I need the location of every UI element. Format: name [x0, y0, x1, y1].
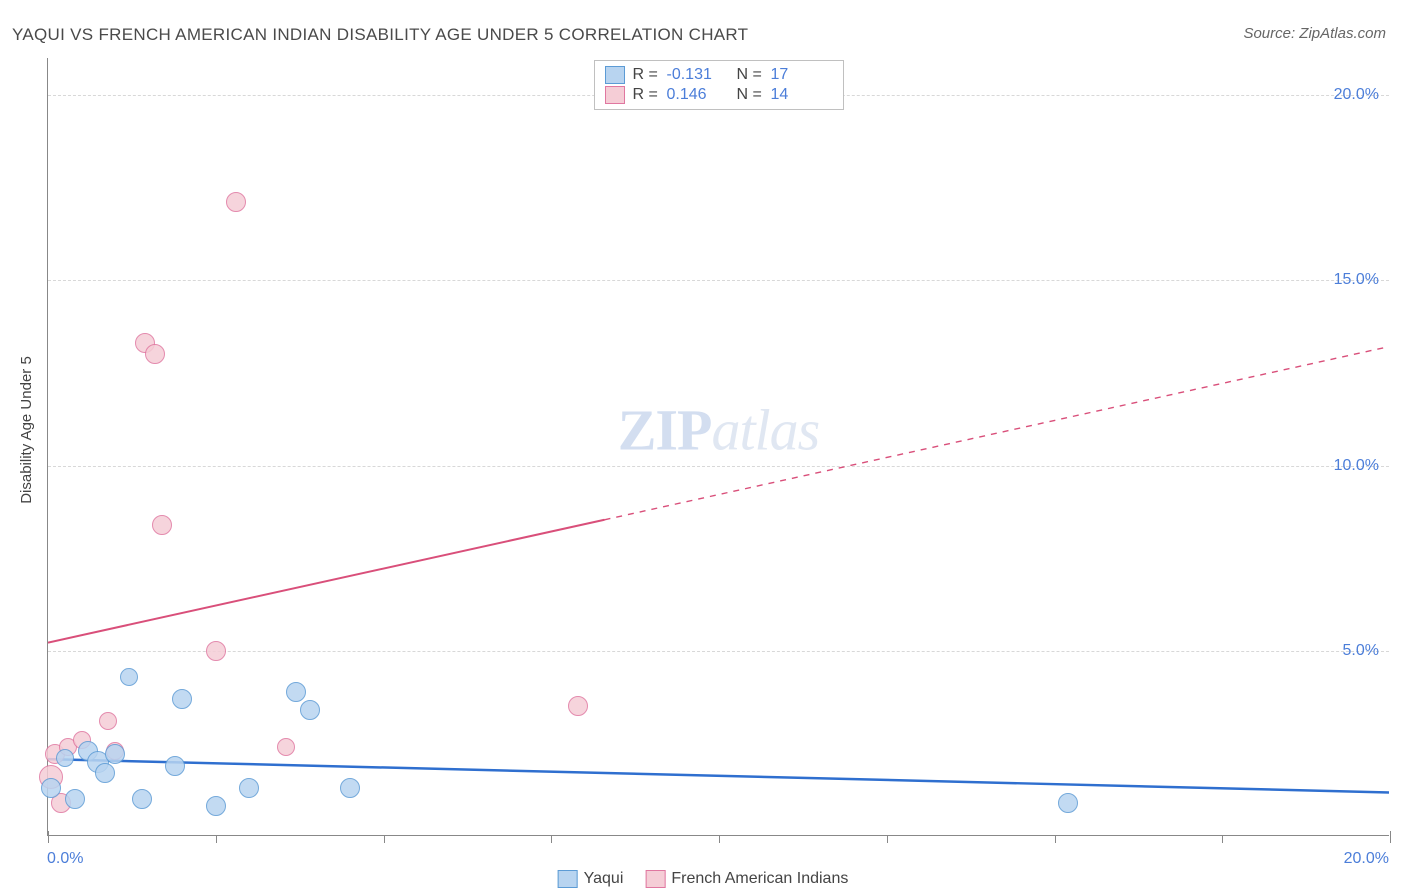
n-value-yaqui: 17 — [771, 66, 833, 84]
point-french — [99, 712, 117, 730]
x-tick-minor — [887, 836, 888, 843]
y-tick-label: 20.0% — [1334, 86, 1379, 104]
gridline — [48, 466, 1389, 467]
watermark-atlas: atlas — [711, 398, 819, 463]
watermark: ZIPatlas — [618, 397, 820, 464]
point-french — [206, 641, 226, 661]
x-tick-label: 20.0% — [1344, 850, 1389, 868]
point-yaqui — [340, 778, 360, 798]
point-yaqui — [300, 700, 320, 720]
x-tick-minor — [384, 836, 385, 843]
stat-legend: R = -0.131 N = 17 R = 0.146 N = 14 — [594, 60, 844, 110]
point-yaqui — [56, 749, 74, 767]
r-value-french: 0.146 — [667, 86, 729, 104]
n-label: N = — [737, 86, 763, 104]
legend-item-french: French American Indians — [645, 870, 848, 888]
chart-title: YAQUI VS FRENCH AMERICAN INDIAN DISABILI… — [12, 25, 748, 45]
n-value-french: 14 — [771, 86, 833, 104]
x-tick-minor — [551, 836, 552, 843]
point-yaqui — [65, 789, 85, 809]
point-yaqui — [165, 756, 185, 776]
stat-row-french: R = 0.146 N = 14 — [605, 85, 833, 105]
point-french — [226, 192, 246, 212]
plot-area: ZIPatlas 5.0% 10.0% 15.0% 20.0% R = -0.131 … — [47, 58, 1389, 836]
legend-item-yaqui: Yaqui — [558, 870, 624, 888]
legend-label-yaqui: Yaqui — [584, 870, 624, 888]
point-yaqui — [120, 668, 138, 686]
point-french — [152, 515, 172, 535]
point-french — [145, 344, 165, 364]
gridline — [48, 651, 1389, 652]
point-yaqui — [239, 778, 259, 798]
source-credit: Source: ZipAtlas.com — [1243, 25, 1386, 42]
point-french — [277, 738, 295, 756]
swatch-french — [645, 870, 665, 888]
gridline — [48, 280, 1389, 281]
watermark-zip: ZIP — [618, 398, 712, 463]
x-tick-minor — [719, 836, 720, 843]
x-tick-minor — [216, 836, 217, 843]
point-yaqui — [172, 689, 192, 709]
r-label: R = — [633, 86, 659, 104]
x-tick-major — [1390, 831, 1391, 843]
point-yaqui — [105, 744, 125, 764]
swatch-yaqui — [558, 870, 578, 888]
n-label: N = — [737, 66, 763, 84]
point-yaqui — [41, 778, 61, 798]
x-tick-major — [48, 831, 49, 843]
bottom-legend: Yaqui French American Indians — [558, 870, 849, 888]
point-yaqui — [95, 763, 115, 783]
swatch-yaqui — [605, 66, 625, 84]
y-tick-label: 15.0% — [1334, 271, 1379, 289]
y-axis-label: Disability Age Under 5 — [18, 356, 35, 504]
point-yaqui — [1058, 793, 1078, 813]
legend-label-french: French American Indians — [671, 870, 848, 888]
trend-lines — [48, 58, 1389, 835]
swatch-french — [605, 86, 625, 104]
y-tick-label: 5.0% — [1343, 642, 1379, 660]
point-french — [568, 696, 588, 716]
y-tick-label: 10.0% — [1334, 457, 1379, 475]
point-yaqui — [206, 796, 226, 816]
point-yaqui — [132, 789, 152, 809]
x-tick-label: 0.0% — [47, 850, 83, 868]
r-label: R = — [633, 66, 659, 84]
stat-row-yaqui: R = -0.131 N = 17 — [605, 65, 833, 85]
point-yaqui — [286, 682, 306, 702]
x-tick-minor — [1222, 836, 1223, 843]
r-value-yaqui: -0.131 — [667, 66, 729, 84]
x-tick-minor — [1055, 836, 1056, 843]
